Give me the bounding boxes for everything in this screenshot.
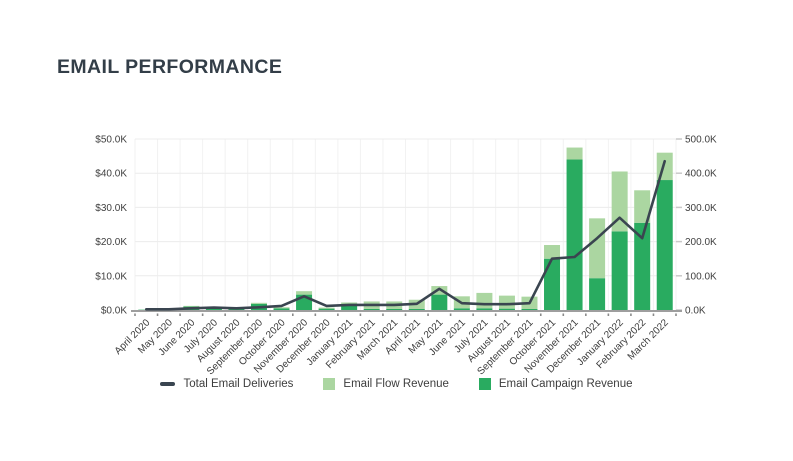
campaign-revenue-bar[interactable] (408, 308, 425, 310)
campaign-revenue-bar[interactable] (363, 308, 380, 310)
campaign-revenue-bar[interactable] (205, 308, 222, 310)
left-axis-tick-label: $50.0K (95, 135, 127, 146)
flow-revenue-bar[interactable] (318, 307, 335, 309)
flow-revenue-bar[interactable] (589, 218, 606, 279)
legend-label: Email Flow Revenue (343, 378, 449, 390)
right-axis-tick-label: 100.0K (685, 271, 717, 282)
left-axis-tick-label: $0.0K (101, 306, 127, 317)
flow-revenue-bar[interactable] (273, 307, 290, 309)
line-series-marker-icon (160, 382, 176, 386)
campaign-revenue-bar[interactable] (386, 308, 403, 310)
campaign-revenue-bar[interactable] (318, 308, 335, 310)
campaign-revenue-bar[interactable] (611, 231, 628, 310)
left-axis-tick-label: $10.0K (95, 271, 127, 282)
right-axis-tick-label: 200.0K (685, 237, 717, 248)
chart-legend: Total Email Deliveries Email Flow Revenu… (0, 378, 793, 390)
legend-label: Total Email Deliveries (183, 378, 294, 390)
campaign-revenue-bar[interactable] (498, 308, 515, 310)
flow-revenue-bar[interactable] (544, 245, 561, 259)
campaign-revenue-bar[interactable] (544, 258, 561, 310)
flow-revenue-bar[interactable] (476, 292, 493, 309)
flow-revenue-bar[interactable] (183, 305, 200, 307)
campaign-revenue-bar[interactable] (273, 308, 290, 310)
legend-item-email-flow-revenue: Email Flow Revenue (323, 378, 449, 390)
right-axis-tick-label: 400.0K (685, 169, 717, 180)
campaign-revenue-bar[interactable] (453, 308, 470, 310)
right-axis-tick-label: 0.0K (685, 306, 706, 317)
left-axis-tick-label: $40.0K (95, 169, 127, 180)
campaign-revenue-bar[interactable] (341, 305, 358, 310)
campaign-revenue-bar[interactable] (589, 278, 606, 310)
right-axis-tick-label: 500.0K (685, 135, 717, 146)
campaign-revenue-bar[interactable] (634, 222, 651, 310)
flow-revenue-bar[interactable] (250, 302, 267, 304)
flow-revenue-bar[interactable] (634, 190, 651, 223)
left-axis-tick-label: $20.0K (95, 237, 127, 248)
legend-item-email-campaign-revenue: Email Campaign Revenue (478, 378, 633, 390)
flow-revenue-bar[interactable] (611, 171, 628, 232)
campaign-revenue-swatch-icon (478, 378, 491, 390)
campaign-revenue-bar[interactable] (476, 308, 493, 310)
total-email-deliveries-line[interactable] (145, 159, 667, 311)
right-axis-tick-label: 300.0K (685, 203, 717, 214)
flow-revenue-bar[interactable] (296, 291, 313, 295)
flow-revenue-swatch-icon (323, 378, 336, 390)
campaign-revenue-bar[interactable] (431, 294, 448, 310)
campaign-revenue-bar[interactable] (521, 308, 538, 310)
legend-label: Email Campaign Revenue (498, 378, 633, 390)
left-axis-tick-label: $30.0K (95, 203, 127, 214)
flow-revenue-bar[interactable] (498, 295, 515, 309)
legend-item-total-email-deliveries: Total Email Deliveries (160, 378, 293, 390)
page-title: EMAIL PERFORMANCE (57, 56, 283, 78)
campaign-revenue-bar[interactable] (566, 159, 583, 310)
campaign-revenue-bar[interactable] (656, 180, 673, 310)
flow-revenue-bar[interactable] (566, 147, 583, 160)
